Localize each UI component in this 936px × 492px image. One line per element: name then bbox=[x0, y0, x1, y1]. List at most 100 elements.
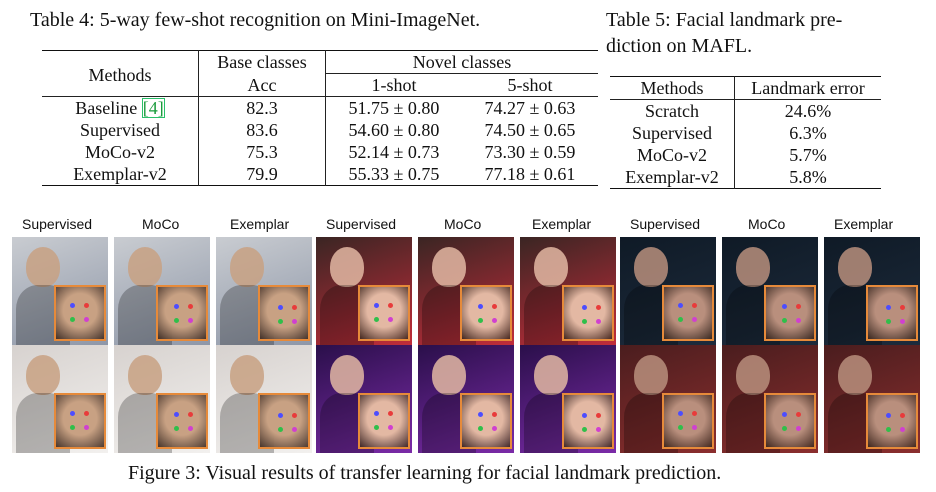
table4-method: Baseline [4] bbox=[42, 96, 199, 119]
landmark-dot bbox=[900, 427, 905, 432]
table4-acc: 83.6 bbox=[198, 119, 326, 141]
table4-header-5shot: 5-shot bbox=[462, 73, 598, 97]
landmark-dot bbox=[492, 304, 497, 309]
landmark-dot bbox=[174, 426, 179, 431]
person-silhouette bbox=[838, 355, 872, 395]
landmark-dot bbox=[278, 413, 283, 418]
table5-header-methods: Methods bbox=[610, 76, 735, 100]
result-image bbox=[114, 237, 210, 345]
table4-5shot: 74.50 ± 0.65 bbox=[484, 120, 576, 140]
table5-method: Scratch bbox=[610, 99, 735, 122]
face-crop-inset bbox=[54, 393, 106, 449]
landmark-dot bbox=[692, 317, 697, 322]
landmark-dot bbox=[278, 305, 283, 310]
face-crop-inset bbox=[662, 285, 714, 341]
landmark-dot bbox=[782, 426, 787, 431]
landmark-dot bbox=[582, 319, 587, 324]
result-image bbox=[722, 345, 818, 453]
figure-column-label: MoCo bbox=[748, 216, 786, 232]
result-image bbox=[114, 345, 210, 453]
table4: Methods Base classes Novel classes Acc 1… bbox=[42, 50, 598, 186]
table-row: Scratch 24.6% bbox=[610, 99, 881, 122]
table5-caption-line2: diction on MAFL. bbox=[606, 35, 753, 57]
person-silhouette bbox=[230, 355, 264, 395]
result-image bbox=[12, 237, 108, 345]
landmark-dot bbox=[174, 318, 179, 323]
landmark-dot bbox=[188, 412, 193, 417]
landmark-dot bbox=[900, 319, 905, 324]
table5-method: Exemplar-v2 bbox=[610, 166, 735, 189]
landmark-dot bbox=[388, 425, 393, 430]
landmark-dot bbox=[84, 303, 89, 308]
person-silhouette bbox=[26, 355, 60, 395]
person-silhouette bbox=[128, 247, 162, 287]
table-row: Baseline [4] 82.3 51.75 ± 0.80 74.27 ± 0… bbox=[42, 96, 598, 119]
table4-1shot: 54.60 ± 0.80 bbox=[348, 120, 440, 140]
landmark-dot bbox=[492, 412, 497, 417]
face-crop-inset bbox=[258, 285, 310, 341]
landmark-dot bbox=[796, 426, 801, 431]
landmark-dot bbox=[596, 319, 601, 324]
landmark-dot bbox=[796, 412, 801, 417]
table4-header-acc: Acc bbox=[198, 73, 326, 97]
table4-1shot: 52.14 ± 0.73 bbox=[348, 142, 440, 162]
table5-error: 5.8% bbox=[789, 167, 827, 187]
table5-method: Supervised bbox=[610, 122, 735, 144]
person-silhouette bbox=[330, 355, 364, 395]
figure-column-label: Exemplar bbox=[532, 216, 592, 232]
table4-5shot: 73.30 ± 0.59 bbox=[484, 142, 576, 162]
result-image bbox=[316, 237, 412, 345]
landmark-dot bbox=[84, 425, 89, 430]
table4-header-methods: Methods bbox=[42, 50, 199, 97]
landmark-dot bbox=[886, 319, 891, 324]
result-image bbox=[824, 345, 920, 453]
landmark-dot bbox=[796, 318, 801, 323]
landmark-dot bbox=[70, 411, 75, 416]
landmark-dot bbox=[478, 304, 483, 309]
landmark-dot bbox=[292, 413, 297, 418]
table4-method: Exemplar-v2 bbox=[42, 163, 199, 186]
landmark-dot bbox=[782, 318, 787, 323]
table4-caption: Table 4: 5-way few-shot recognition on M… bbox=[30, 9, 481, 31]
landmark-dot bbox=[292, 319, 297, 324]
table-row: MoCo-v2 75.3 52.14 ± 0.73 73.30 ± 0.59 bbox=[42, 141, 598, 163]
landmark-dot bbox=[582, 305, 587, 310]
landmark-dot bbox=[188, 318, 193, 323]
landmark-dot bbox=[292, 427, 297, 432]
table5-error: 24.6% bbox=[784, 101, 832, 121]
table4-method: MoCo-v2 bbox=[42, 141, 199, 163]
landmark-dot bbox=[478, 426, 483, 431]
result-image bbox=[418, 237, 514, 345]
person-silhouette bbox=[432, 247, 466, 287]
result-image bbox=[824, 237, 920, 345]
landmark-dot bbox=[678, 411, 683, 416]
landmark-dot bbox=[292, 305, 297, 310]
table5: Methods Landmark error Scratch 24.6% Sup… bbox=[610, 76, 881, 189]
person-silhouette bbox=[634, 355, 668, 395]
face-crop-inset bbox=[662, 393, 714, 449]
landmark-dot bbox=[374, 411, 379, 416]
table4-1shot: 51.75 ± 0.80 bbox=[348, 98, 440, 118]
landmark-dot bbox=[796, 304, 801, 309]
figure-caption: Figure 3: Visual results of transfer lea… bbox=[128, 462, 722, 484]
result-image bbox=[216, 237, 312, 345]
person-silhouette bbox=[736, 355, 770, 395]
result-image bbox=[12, 345, 108, 453]
result-image bbox=[520, 345, 616, 453]
landmark-dot bbox=[678, 317, 683, 322]
face-crop-inset bbox=[460, 285, 512, 341]
landmark-dot bbox=[84, 317, 89, 322]
face-crop-inset bbox=[54, 285, 106, 341]
landmark-dot bbox=[886, 305, 891, 310]
result-image bbox=[722, 237, 818, 345]
table4-1shot: 55.33 ± 0.75 bbox=[348, 164, 440, 184]
table-row: Supervised 6.3% bbox=[610, 122, 881, 144]
citation-link[interactable]: [4] bbox=[141, 98, 165, 118]
landmark-dot bbox=[374, 317, 379, 322]
landmark-dot bbox=[388, 303, 393, 308]
landmark-dot bbox=[492, 426, 497, 431]
figure-column-label: Supervised bbox=[630, 216, 701, 232]
table-row: Exemplar-v2 79.9 55.33 ± 0.75 77.18 ± 0.… bbox=[42, 163, 598, 186]
person-silhouette bbox=[330, 247, 364, 287]
landmark-dot bbox=[70, 303, 75, 308]
